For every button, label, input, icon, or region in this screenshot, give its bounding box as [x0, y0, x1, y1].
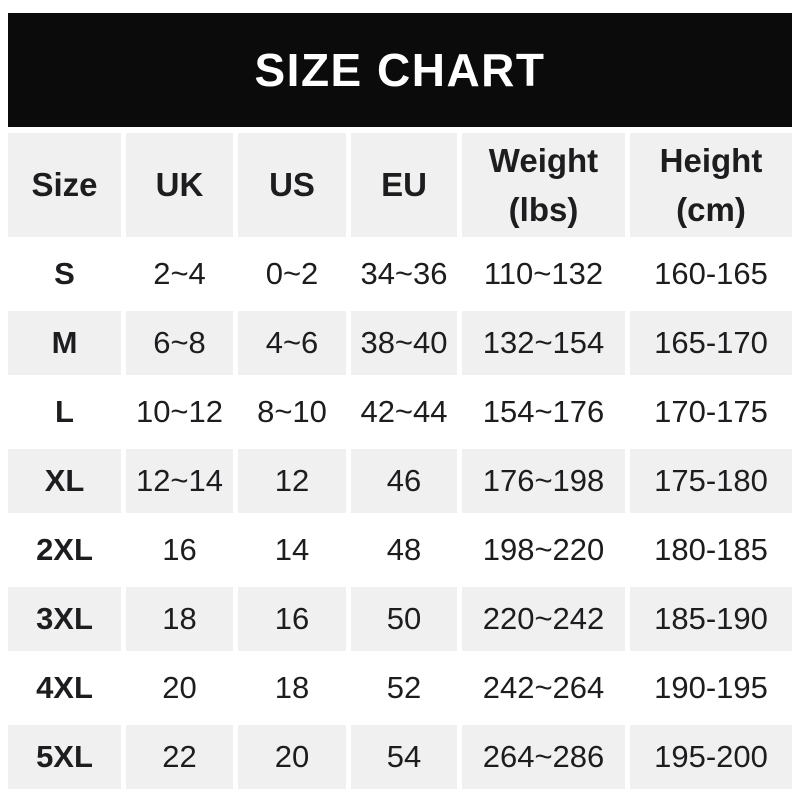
value-cell: 20 — [162, 670, 197, 706]
value-cell: 50 — [351, 587, 457, 651]
value-cell: 264~286 — [462, 725, 625, 789]
column-header-size: Size — [8, 133, 121, 237]
value-cell: 132~154 — [462, 311, 625, 375]
size-label-cell: XL — [8, 449, 121, 513]
column-header-unit: (lbs) — [508, 191, 579, 228]
size-label-cell: 5XL — [8, 725, 121, 789]
value-cell: 34~36 — [360, 256, 448, 292]
value-cell: 6~8 — [126, 311, 233, 375]
size-table: Size UK US EU Weight (lbs) Height (cm) S 2~4 0~2 34… — [8, 133, 792, 789]
value-cell: 16 — [162, 532, 197, 568]
value-cell: 20 — [238, 725, 346, 789]
value-cell: 8~10 — [257, 394, 327, 430]
value-cell: 48 — [386, 532, 422, 568]
value-cell: 195-200 — [630, 725, 792, 789]
column-header-eu: EU — [351, 133, 457, 237]
column-header-height: Height (cm) — [630, 133, 792, 237]
value-cell: 180-185 — [654, 532, 768, 568]
size-chart-banner: SIZE CHART — [8, 13, 792, 127]
value-cell: 22 — [126, 725, 233, 789]
value-cell: 220~242 — [462, 587, 625, 651]
value-cell: 185-190 — [630, 587, 792, 651]
value-cell: 176~198 — [462, 449, 625, 513]
value-cell: 165-170 — [630, 311, 792, 375]
size-label-cell: L — [55, 394, 74, 430]
column-header-label: Weight — [488, 141, 599, 179]
column-header-unit: (cm) — [676, 191, 746, 228]
value-cell: 18 — [274, 670, 310, 706]
value-cell: 0~2 — [265, 256, 319, 292]
size-label-cell: 2XL — [36, 532, 93, 568]
value-cell: 46 — [351, 449, 457, 513]
value-cell: 14 — [274, 532, 310, 568]
value-cell: 175-180 — [630, 449, 792, 513]
column-header-weight: Weight (lbs) — [462, 133, 625, 237]
value-cell: 242~264 — [482, 670, 605, 706]
value-cell: 12~14 — [126, 449, 233, 513]
column-header-label: EU — [381, 166, 427, 204]
value-cell: 16 — [238, 587, 346, 651]
size-label-cell: 3XL — [8, 587, 121, 651]
column-header-uk: UK — [126, 133, 233, 237]
value-cell: 110~132 — [483, 256, 604, 292]
value-cell: 10~12 — [135, 394, 224, 430]
column-header-label: US — [269, 166, 315, 204]
value-cell: 52 — [386, 670, 422, 706]
value-cell: 154~176 — [482, 394, 605, 430]
value-cell: 54 — [351, 725, 457, 789]
value-cell: 198~220 — [482, 532, 605, 568]
value-cell: 160-165 — [654, 256, 768, 292]
size-label-cell: M — [8, 311, 121, 375]
size-label-cell: S — [54, 256, 75, 292]
value-cell: 2~4 — [153, 256, 206, 292]
column-header-label: Height — [659, 141, 763, 179]
value-cell: 4~6 — [238, 311, 346, 375]
value-cell: 38~40 — [351, 311, 457, 375]
column-header-label: UK — [155, 166, 204, 204]
column-header-us: US — [238, 133, 346, 237]
value-cell: 18 — [126, 587, 233, 651]
column-header-label: Size — [31, 166, 98, 204]
size-label-cell: 4XL — [36, 670, 93, 706]
page-title: SIZE CHART — [254, 44, 546, 96]
value-cell: 190-195 — [654, 670, 768, 706]
value-cell: 42~44 — [360, 394, 448, 430]
value-cell: 12 — [238, 449, 346, 513]
value-cell: 170-175 — [654, 394, 768, 430]
